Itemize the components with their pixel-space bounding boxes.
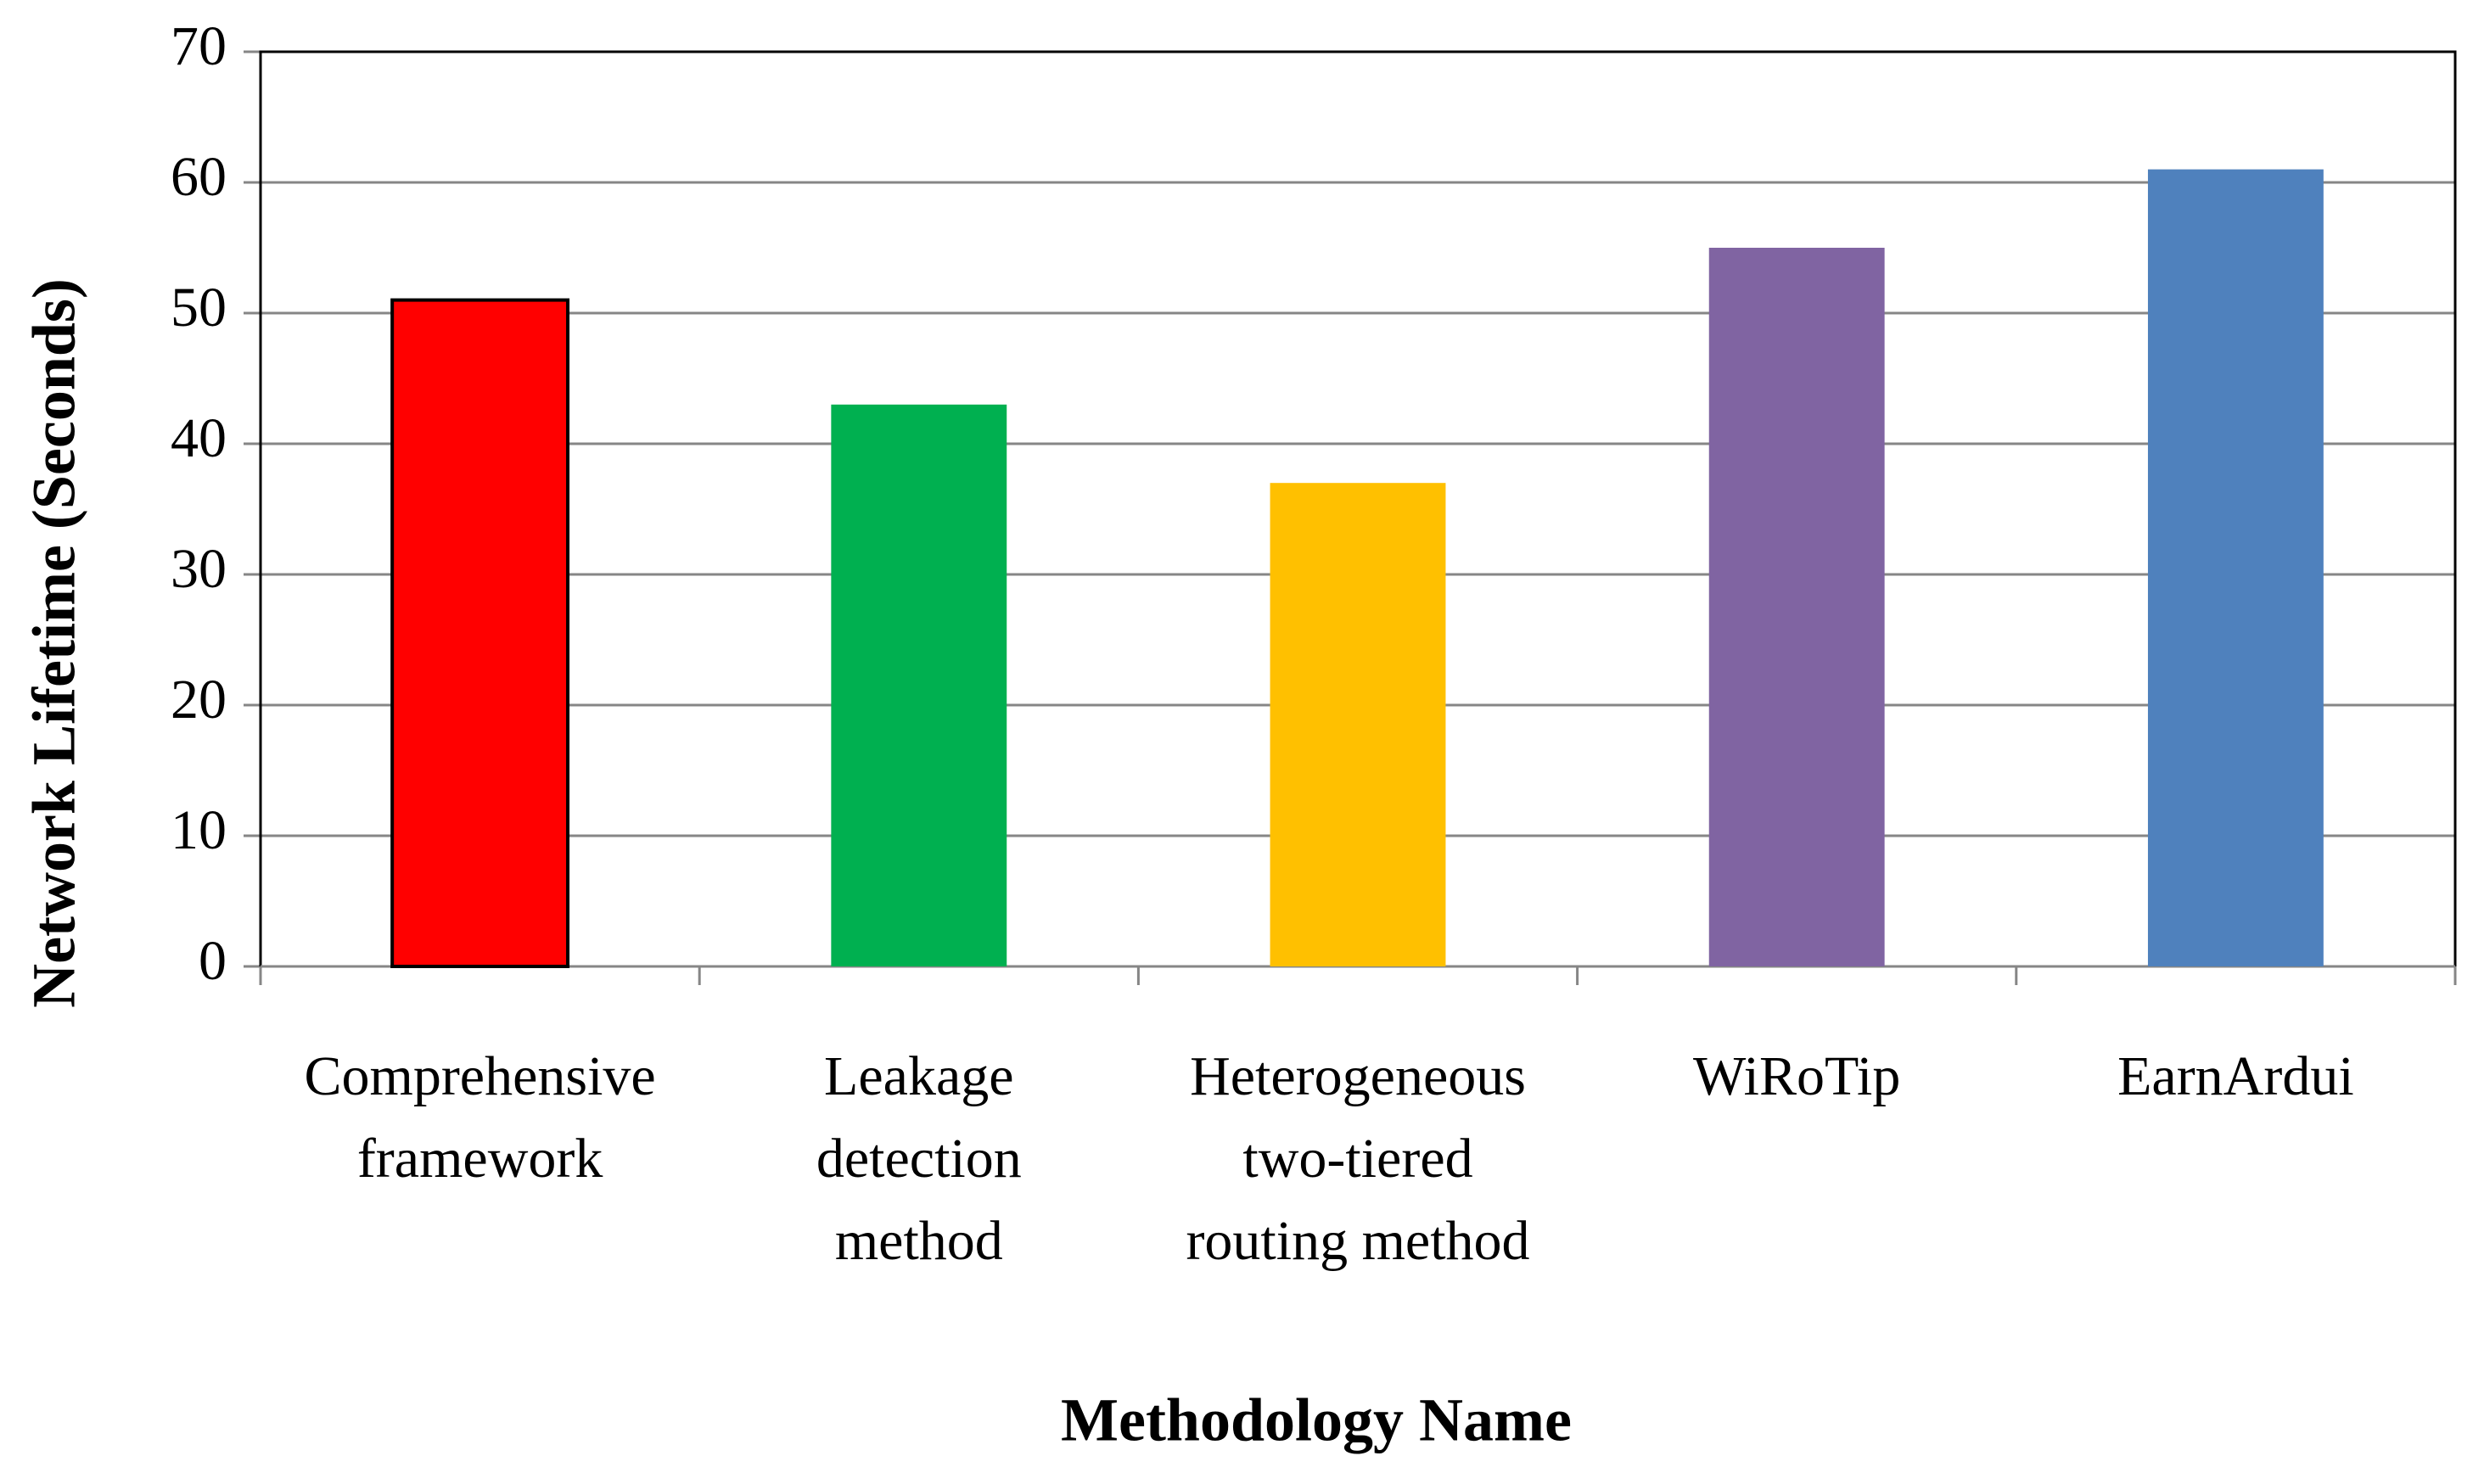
y-tick-label: 0 <box>199 930 227 992</box>
bar <box>1270 483 1446 966</box>
bar <box>390 298 570 969</box>
bar <box>1708 248 1885 966</box>
bar <box>2147 169 2324 967</box>
x-tick-label: Comprehensive framework <box>304 1045 656 1190</box>
x-tick-label: EarnArdui <box>2117 1045 2354 1107</box>
y-tick-label: 10 <box>171 799 227 861</box>
x-tick-label: Leakage detection method <box>816 1045 1022 1272</box>
x-axis-title: Methodology Name <box>1061 1386 1572 1454</box>
y-tick-label: 60 <box>171 146 227 208</box>
y-tick-label: 20 <box>171 669 227 731</box>
y-axis-title: Network Lifetime (Seconds) <box>20 278 88 1008</box>
y-tick-label: 30 <box>171 538 227 600</box>
y-tick-label: 70 <box>171 15 227 77</box>
bar <box>831 404 1007 966</box>
x-tick-label: Heterogeneous two-tiered routing method <box>1186 1045 1530 1272</box>
x-tick-label: WiRoTip <box>1693 1045 1901 1107</box>
y-tick-label: 40 <box>171 407 227 469</box>
y-tick-label: 50 <box>171 277 227 339</box>
